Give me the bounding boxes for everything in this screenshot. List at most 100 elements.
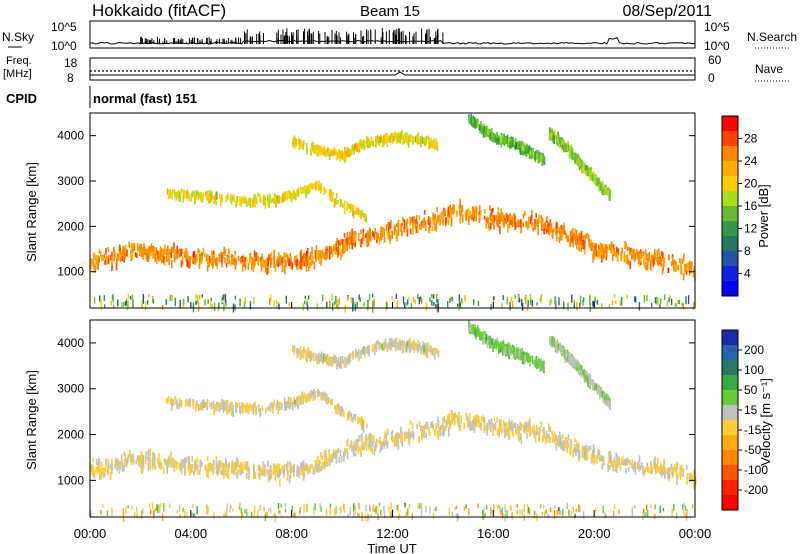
ground-scatter-mark [132,299,134,308]
scatter-mark [145,250,148,260]
scatter-mark [529,218,532,224]
scatter-mark [397,440,399,449]
ground-scatter-mark [158,504,161,513]
ground-scatter-mark [684,505,687,511]
scatter-mark [486,126,489,132]
scatter-mark [693,265,696,270]
scatter-mark [597,249,599,258]
scatter-mark [514,423,517,431]
scatter-mark [409,420,412,425]
scatter-mark [659,463,662,468]
scatter-mark [174,397,177,403]
scatter-mark [391,430,394,436]
scatter-mark [169,190,172,199]
scatter-mark [164,244,166,253]
scatter-mark [391,132,394,137]
ground-scatter-mark [165,299,167,305]
scatter-mark [431,225,434,231]
scatter-mark [472,115,475,121]
scatter-mark [286,191,288,200]
power-colorbar-swatch [722,281,738,297]
scatter-mark [585,167,588,176]
scatter-mark [544,222,546,231]
scatter-mark [586,452,589,460]
scatter-mark [317,147,319,154]
scatter-mark [654,249,656,255]
scatter-mark [197,404,200,411]
ground-scatter-mark [223,303,225,312]
scatter-mark [330,356,332,362]
scatter-mark [570,230,573,236]
ground-scatter-mark [122,508,125,516]
scatter-mark [569,146,571,155]
scatter-mark [218,193,221,199]
scatter-mark [306,186,309,192]
scatter-mark [331,250,334,258]
scatter-mark [680,258,682,268]
ground-scatter-mark [435,303,437,308]
ground-scatter-mark [521,509,523,516]
scatter-mark [488,335,490,342]
scatter-mark [348,240,351,250]
scatter-mark [522,355,524,363]
scatter-mark [400,426,402,434]
ground-scatter-mark [269,297,271,306]
ytick-label: 2000 [57,219,84,233]
scatter-mark [431,420,434,428]
scatter-mark [201,400,204,405]
scatter-mark [198,260,201,270]
scatter-mark [415,225,418,234]
ground-scatter-mark [482,510,484,515]
ground-scatter-mark [642,511,644,521]
scatter-mark [343,245,345,254]
scatter-mark [377,339,379,345]
scatter-mark [400,133,402,138]
scatter-mark [293,136,296,142]
scatter-mark [434,224,436,231]
scatter-mark [341,356,344,365]
scatter-mark [113,255,115,262]
scatter-mark [290,192,293,200]
scatter-mark [429,142,431,149]
scatter-mark [184,190,186,199]
ground-scatter-mark [253,296,255,305]
scatter-mark [367,231,370,239]
scatter-mark [408,435,410,444]
scatter-mark [590,453,593,462]
scatter-mark [249,199,252,208]
scatter-mark [502,420,505,426]
scatter-mark [615,464,618,473]
scatter-mark [139,248,141,255]
scatter-mark [609,465,611,470]
scatter-mark [602,188,605,196]
scatter-mark [397,432,400,439]
scatter-mark [261,470,264,477]
ground-scatter-mark [414,299,416,304]
scatter-mark [176,250,178,260]
scatter-mark [676,477,678,485]
scatter-mark [360,229,362,235]
scatter-mark [123,465,125,472]
scatter-mark [140,244,143,251]
scatter-mark [173,254,176,263]
scatter-mark [322,251,324,259]
scatter-mark [281,403,283,410]
scatter-mark [358,417,361,424]
scatter-mark [577,362,579,367]
scatter-mark [167,395,170,403]
scatter-mark [355,142,357,149]
scatter-mark [511,140,513,148]
scatter-mark [152,251,154,259]
scatter-mark [302,186,305,194]
scatter-mark [386,440,389,447]
scatter-mark [212,254,215,264]
scatter-mark [251,406,254,413]
scatter-mark [577,157,580,163]
scatter-mark [188,255,191,264]
scatter-mark [428,427,430,435]
scatter-mark [496,416,498,423]
scatter-mark [115,459,118,467]
scatter-mark [624,241,626,249]
ground-scatter-mark [654,504,656,510]
scatter-mark [657,457,659,463]
